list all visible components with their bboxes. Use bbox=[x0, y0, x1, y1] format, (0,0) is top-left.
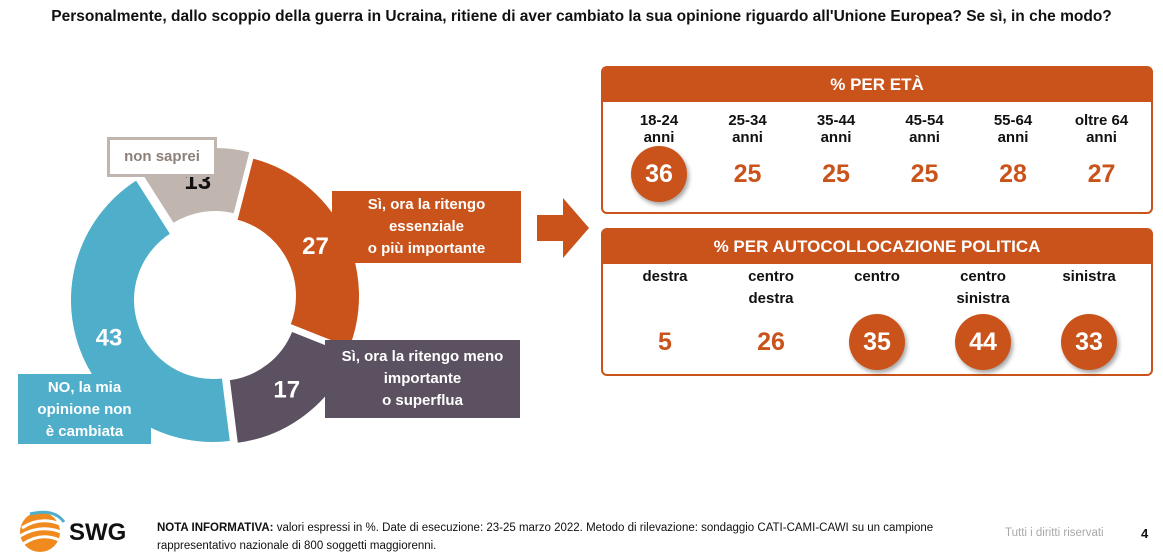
column: centro destra 26 bbox=[721, 264, 821, 376]
column-label: anni bbox=[909, 129, 940, 146]
donut-value-label: 27 bbox=[302, 233, 329, 260]
column-value: 27 bbox=[1087, 160, 1116, 188]
callout-line: NO, la mia bbox=[47, 379, 122, 396]
callout-non-saprei: non saprei bbox=[107, 137, 217, 177]
page-number: 4 bbox=[1141, 526, 1149, 541]
column: destra 5 bbox=[615, 264, 715, 376]
arrow-right-icon bbox=[537, 198, 589, 258]
callout-si-meno: Sì, ora la ritengo meno importante o sup… bbox=[325, 340, 520, 418]
column: sinistra 33 bbox=[1039, 264, 1139, 376]
note-text: valori espressi in %. Date di esecuzione… bbox=[157, 522, 934, 552]
highlight-circle bbox=[849, 314, 905, 370]
column: centro sinistra 44 bbox=[933, 264, 1033, 376]
callout-line: non saprei bbox=[124, 148, 200, 165]
column: 45-54 anni 25 bbox=[875, 102, 975, 214]
column: centro 35 bbox=[827, 264, 927, 376]
column-label: 35-44 bbox=[816, 112, 856, 129]
column: 25-34 anni 25 bbox=[698, 102, 798, 214]
brand-name: SWG bbox=[69, 519, 127, 546]
callout-line: o superflua bbox=[382, 392, 463, 409]
column-label: anni bbox=[1086, 129, 1117, 146]
column-value: 28 bbox=[999, 160, 1027, 188]
column-value: 44 bbox=[969, 328, 997, 356]
column-value: 35 bbox=[863, 328, 891, 356]
callout-line: è cambiata bbox=[45, 423, 124, 440]
highlight-circle bbox=[631, 146, 687, 202]
column-value: 26 bbox=[757, 328, 785, 356]
callout-line: importante bbox=[383, 370, 462, 387]
column-label: 18-24 bbox=[639, 112, 679, 129]
political-panel-title: % PER AUTOCOLLOCAZIONE POLITICA bbox=[603, 230, 1151, 264]
column-label: centro bbox=[854, 268, 900, 285]
column: 55-64 anni 28 bbox=[963, 102, 1063, 214]
highlight-circle bbox=[1061, 314, 1117, 370]
rights-text: Tutti i diritti riservati bbox=[1005, 527, 1104, 539]
column-label: sinistra bbox=[1062, 268, 1116, 285]
callout-line: Sì, ora la ritengo bbox=[367, 196, 486, 213]
column-label: destra bbox=[748, 290, 794, 307]
column-value: 25 bbox=[910, 160, 939, 188]
column-value: 5 bbox=[658, 328, 672, 356]
column-label: anni bbox=[820, 129, 852, 146]
column-value: 25 bbox=[822, 160, 850, 188]
page-title: Personalmente, dallo scoppio della guerr… bbox=[51, 8, 1112, 25]
donut-value-label: 17 bbox=[273, 376, 300, 403]
column-label: anni bbox=[732, 129, 763, 146]
column-value: 33 bbox=[1075, 328, 1103, 356]
highlight-circle bbox=[955, 314, 1011, 370]
column-label: anni bbox=[643, 129, 675, 146]
callout-line: o più importante bbox=[367, 240, 486, 257]
note-label: NOTA INFORMATIVA: bbox=[157, 522, 274, 534]
political-panel: % PER AUTOCOLLOCAZIONE POLITICA destra 5 c… bbox=[601, 228, 1153, 376]
swg-logo-icon bbox=[19, 510, 66, 552]
column: 35-44 anni 25 bbox=[786, 102, 886, 214]
callout-line: opinione non bbox=[37, 401, 132, 418]
column-label: centro bbox=[748, 268, 794, 285]
column-label: centro bbox=[960, 268, 1006, 285]
column-label: anni bbox=[997, 129, 1029, 146]
column-label: sinistra bbox=[956, 290, 1010, 307]
callout-line: Sì, ora la ritengo meno bbox=[341, 348, 504, 365]
column-label: 25-34 bbox=[728, 112, 767, 129]
donut-value-label: 43 bbox=[96, 324, 123, 351]
column-label: destra bbox=[642, 268, 688, 285]
column-value: 25 bbox=[733, 160, 762, 188]
column: 18-24 anni 36 bbox=[609, 102, 709, 214]
column-label: 55-64 bbox=[993, 112, 1033, 129]
age-panel: % PER ETÀ 18-24 anni 36 25-34 anni 25 35-44 ann… bbox=[601, 66, 1153, 214]
column: oltre 64 anni 27 bbox=[1052, 102, 1152, 214]
callout-no: NO, la mia opinione non è cambiata bbox=[18, 374, 151, 444]
column-value: 36 bbox=[645, 160, 673, 188]
info-note: NOTA INFORMATIVA: valori espressi in %. … bbox=[157, 519, 977, 555]
callout-line: essenziale bbox=[388, 218, 465, 235]
callout-si-importante: Sì, ora la ritengo essenziale o più impo… bbox=[332, 191, 521, 263]
age-panel-title: % PER ETÀ bbox=[603, 68, 1151, 102]
donut-slice bbox=[235, 156, 361, 350]
column-label: 45-54 bbox=[905, 112, 944, 129]
column-label: oltre 64 bbox=[1074, 112, 1129, 129]
